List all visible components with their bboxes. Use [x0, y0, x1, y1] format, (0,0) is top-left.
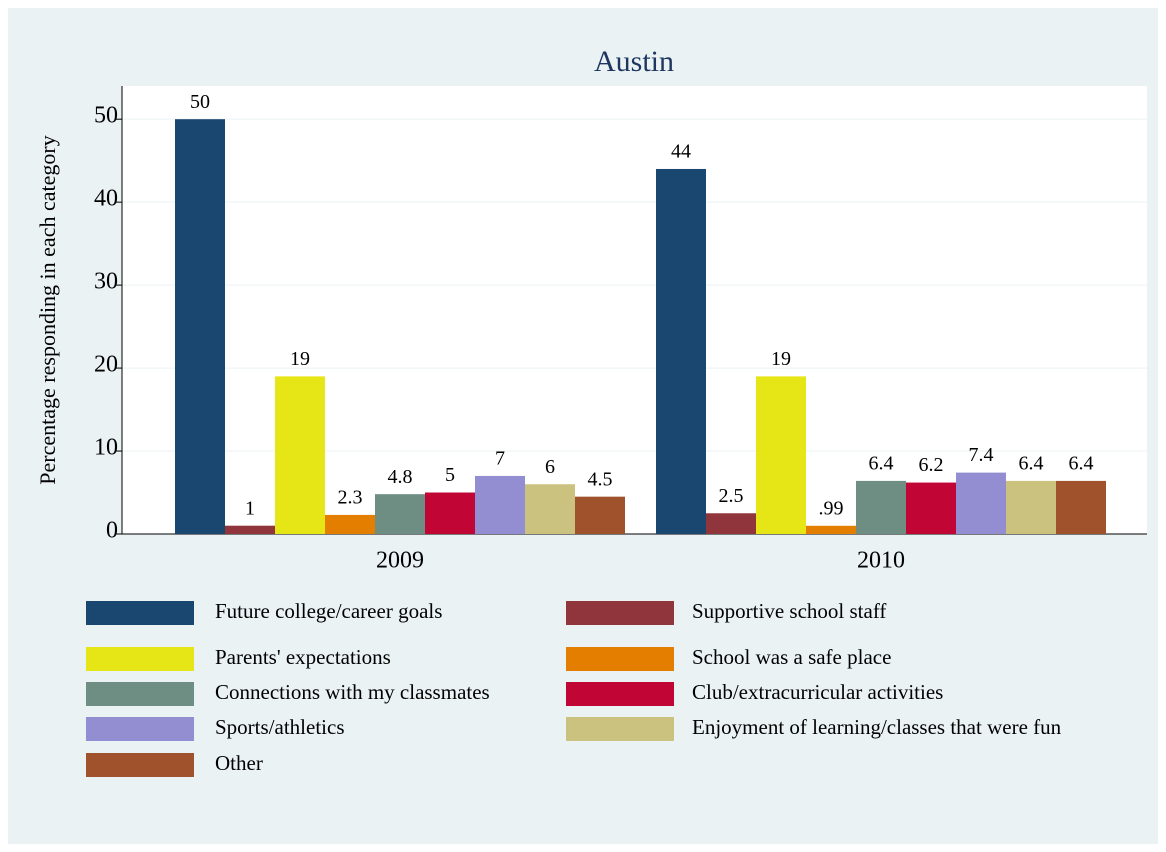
bar	[856, 480, 906, 534]
y-tick-label: 30	[94, 269, 118, 295]
bar	[706, 513, 756, 534]
bar	[475, 475, 525, 534]
y-tick-label: 10	[94, 435, 118, 461]
bar	[325, 514, 375, 534]
legend-swatch	[86, 601, 194, 625]
data-label: 6.2	[919, 454, 944, 476]
data-label: 2.3	[338, 487, 363, 509]
bar	[225, 525, 275, 534]
data-label: 2.5	[719, 485, 744, 507]
chart-title: Austin	[594, 45, 674, 78]
x-tick-label: 2010	[857, 548, 905, 574]
legend-swatch	[86, 647, 194, 671]
data-label: 44	[671, 141, 691, 163]
legend-label: Supportive school staff	[692, 599, 886, 623]
legend-swatch	[566, 647, 674, 671]
bar	[575, 496, 625, 534]
legend-label: Connections with my classmates	[215, 680, 490, 704]
legend-swatch	[566, 601, 674, 625]
legend-label: Enjoyment of learning/classes that were …	[692, 715, 1062, 739]
legend-swatch	[566, 717, 674, 741]
data-label: 19	[771, 348, 791, 370]
bar	[656, 168, 706, 535]
x-tick-label: 2009	[376, 548, 424, 574]
bar	[906, 482, 956, 534]
y-tick-label: 50	[94, 103, 118, 129]
data-label: 7	[495, 448, 505, 470]
bar	[525, 484, 575, 534]
data-label: 6.4	[1069, 452, 1094, 474]
data-label: 19	[290, 348, 310, 370]
legend-swatch	[86, 682, 194, 706]
data-label: 1	[245, 497, 255, 519]
data-label: .99	[819, 497, 844, 519]
bar	[375, 494, 425, 534]
legend-swatch	[566, 682, 674, 706]
data-label: 6	[545, 456, 555, 478]
bar	[806, 525, 856, 534]
legend-label: Club/extracurricular activities	[692, 680, 943, 704]
data-label: 6.4	[1019, 452, 1044, 474]
legend-swatch	[86, 753, 194, 777]
legend-label: School was a safe place	[692, 645, 891, 669]
data-label: 4.8	[388, 466, 413, 488]
legend-swatch	[86, 717, 194, 741]
data-label: 50	[190, 91, 210, 113]
bar	[1056, 480, 1106, 534]
legend-label: Other	[215, 751, 263, 775]
legend-label: Sports/athletics	[215, 715, 345, 739]
bar	[275, 376, 325, 534]
data-label: 5	[445, 464, 455, 486]
bar	[425, 492, 475, 534]
bar	[175, 119, 225, 535]
y-tick-label: 0	[106, 518, 118, 544]
y-tick-label: 40	[94, 186, 118, 212]
data-label: 7.4	[969, 444, 994, 466]
bar	[756, 376, 806, 534]
data-label: 4.5	[588, 468, 613, 490]
legend-label: Future college/career goals	[215, 599, 442, 623]
bar	[956, 472, 1006, 534]
bar	[1006, 480, 1056, 534]
data-label: 6.4	[869, 452, 894, 474]
y-axis-label: Percentage responding in each category	[35, 135, 60, 484]
legend-label: Parents' expectations	[215, 645, 391, 669]
y-tick-label: 20	[94, 352, 118, 378]
